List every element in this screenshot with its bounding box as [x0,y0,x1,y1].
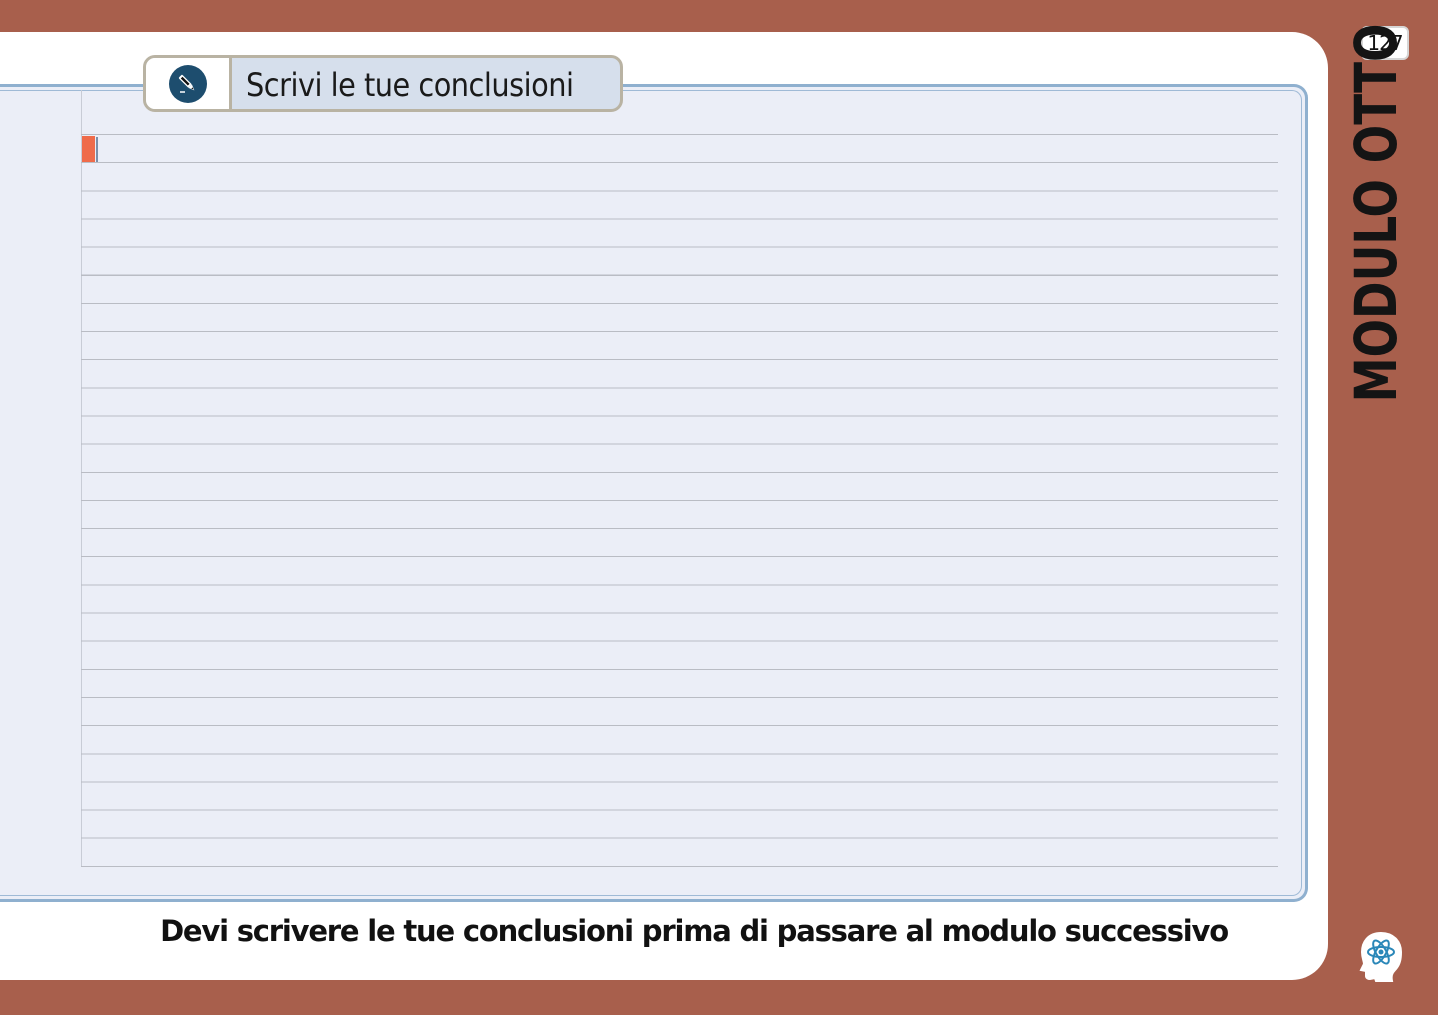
module-label: MODULO OTTO [1342,24,1410,403]
conclusions-text-area[interactable] [81,134,1278,867]
section-title: Scrivi le tue conclusioni [246,66,574,104]
section-title-tab: Scrivi le tue conclusioni [143,55,623,112]
title-icon-cell [146,58,232,109]
module-label-text: MODULO OTTO [1342,23,1411,403]
text-cursor-marker [82,136,95,162]
atom-head-icon [1358,930,1404,982]
page-number: 127 [1361,26,1409,60]
instruction-note: Devi scrivere le tue conclusioni prima d… [160,914,1229,948]
pen-icon [168,64,207,103]
text-cursor-caret [96,137,98,162]
